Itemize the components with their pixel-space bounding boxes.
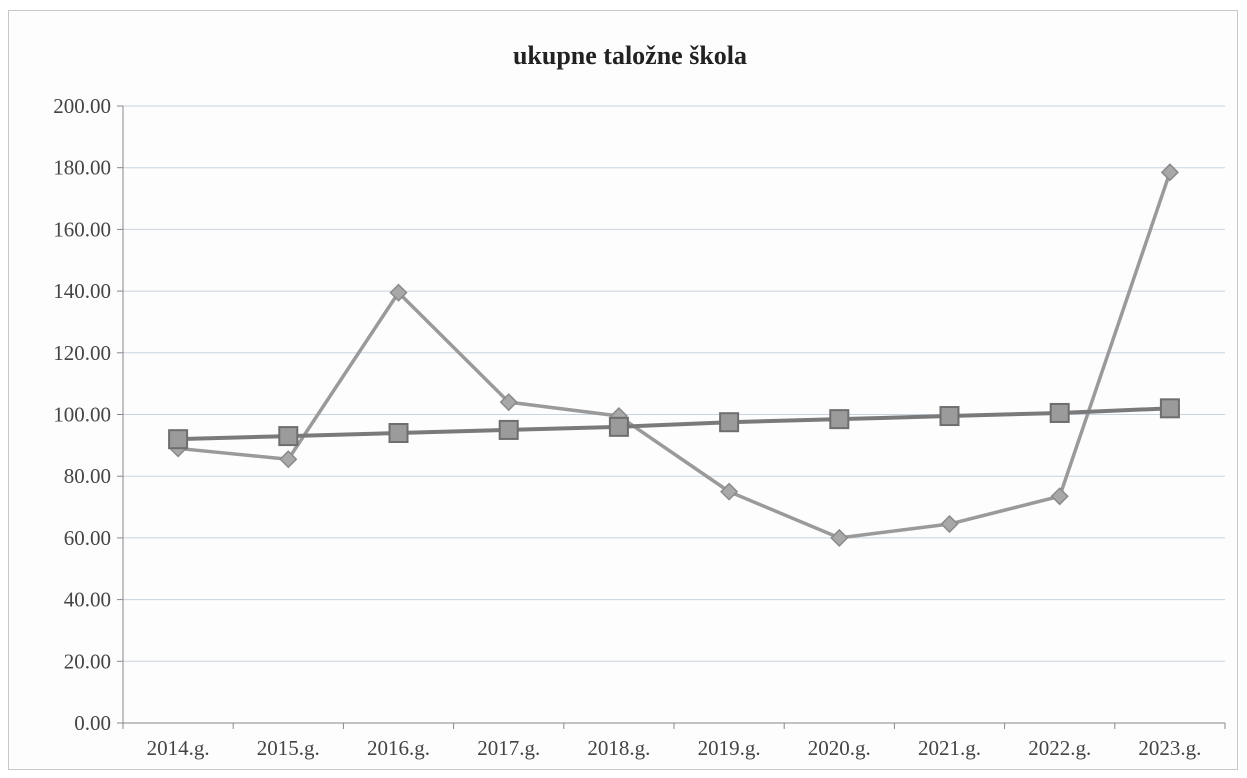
series-2-marker <box>388 423 409 444</box>
x-tick-label: 2018.g. <box>587 736 650 760</box>
series-2-marker <box>829 409 850 430</box>
series-1-marker <box>389 283 408 302</box>
axes <box>117 105 1226 729</box>
chart-frame: ukupne taložne škola 0.00 20.00 40.00 60.00… <box>8 10 1238 770</box>
y-tick-label: 0.00 <box>74 711 111 735</box>
series-2-marker <box>939 406 960 427</box>
x-axis-tick-labels: 2014.g. 2015.g. 2016.g. 2017.g. 2018.g. 2019.… <box>147 736 1202 760</box>
x-tick-label: 2016.g. <box>367 736 430 760</box>
series-lines <box>177 171 1172 540</box>
y-tick-label: 200.00 <box>53 94 111 118</box>
series-1-marker <box>1050 487 1069 506</box>
y-tick-label: 100.00 <box>53 403 111 427</box>
series-2-line <box>178 406 1170 442</box>
y-tick-label: 60.00 <box>64 526 111 550</box>
x-tick-label: 2022.g. <box>1028 736 1091 760</box>
series-2-marker <box>719 412 740 433</box>
series-2-marker <box>1049 402 1070 423</box>
x-tick-label: 2019.g. <box>698 736 761 760</box>
series-2-marker <box>168 429 189 450</box>
series-2-marker <box>608 416 629 437</box>
y-tick-label: 40.00 <box>64 588 111 612</box>
series-1-line <box>177 171 1172 540</box>
x-tick-label: 2017.g. <box>477 736 540 760</box>
x-tick-label: 2015.g. <box>257 736 320 760</box>
x-tick-label: 2023.g. <box>1138 736 1201 760</box>
series-2-marker <box>498 419 519 440</box>
y-tick-label: 120.00 <box>53 341 111 365</box>
x-tick-label: 2021.g. <box>918 736 981 760</box>
series-1-marker <box>720 482 739 501</box>
chart-title: ukupne taložne škola <box>513 41 747 70</box>
series-1-marker <box>279 450 298 469</box>
y-tick-label: 140.00 <box>53 279 111 303</box>
line-chart: ukupne taložne škola 0.00 20.00 40.00 60.00… <box>53 41 1226 760</box>
gridlines <box>123 105 1225 662</box>
x-tick-label: 2014.g. <box>147 736 210 760</box>
series-1-marker <box>830 528 849 547</box>
y-tick-label: 80.00 <box>64 464 111 488</box>
y-axis-tick-labels: 0.00 20.00 40.00 60.00 80.00 100.00 120.00 140.… <box>53 94 111 735</box>
y-tick-label: 180.00 <box>53 156 111 180</box>
series-1-marker <box>1160 163 1179 182</box>
series-1-marker <box>940 514 959 534</box>
y-tick-label: 20.00 <box>64 649 111 673</box>
y-tick-label: 160.00 <box>53 217 111 241</box>
series-2-marker <box>1159 398 1180 419</box>
series-2-marker <box>278 426 299 447</box>
x-tick-label: 2020.g. <box>808 736 871 760</box>
series-1-marker <box>499 393 518 412</box>
series-markers <box>168 163 1180 547</box>
